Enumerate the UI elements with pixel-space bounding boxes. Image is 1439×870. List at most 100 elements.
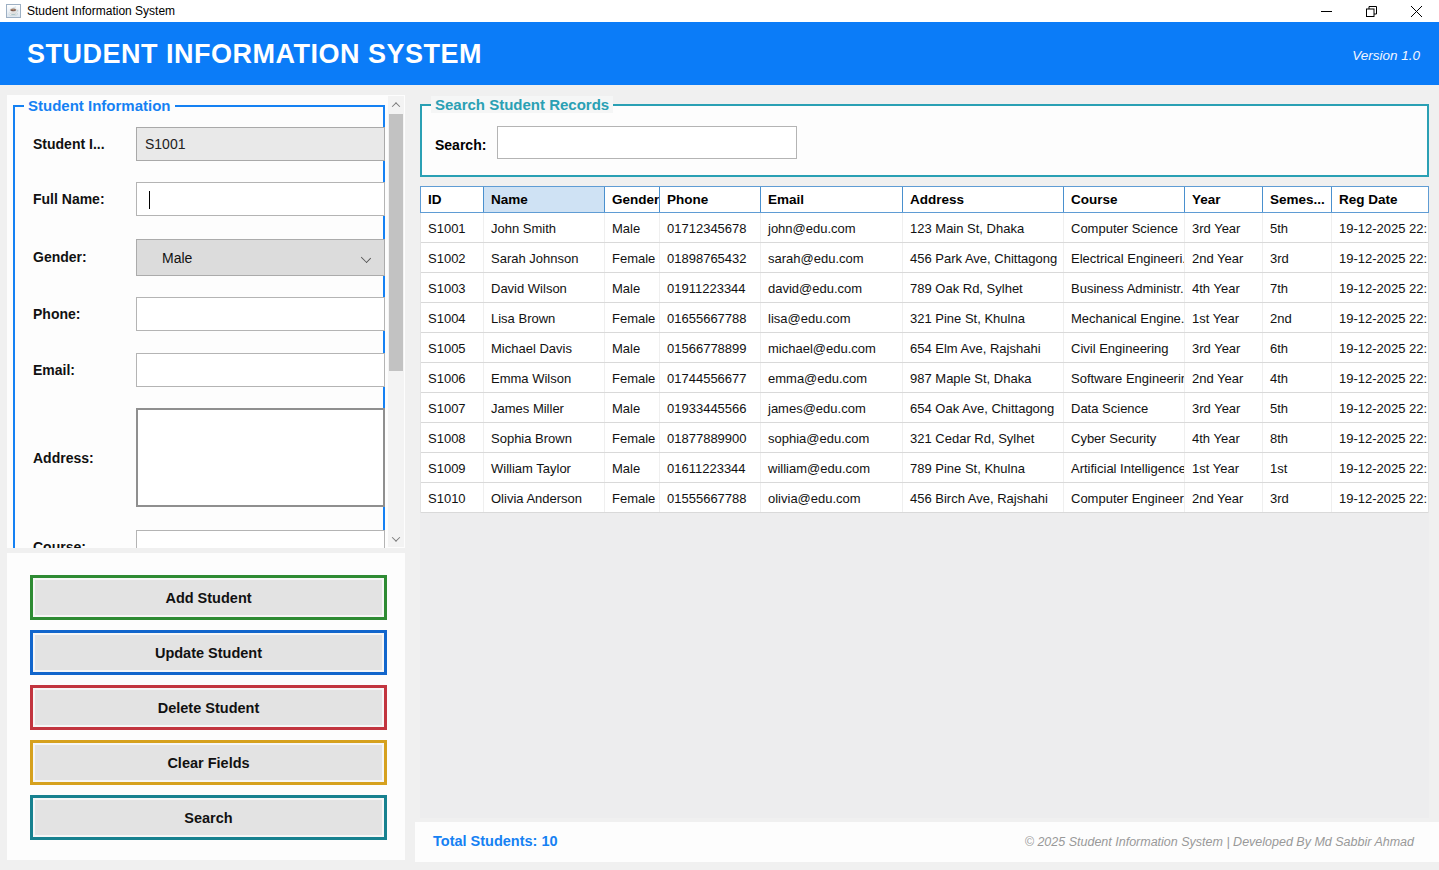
table-cell: 2nd Year [1185,243,1263,272]
table-cell: Electrical Engineeri... [1064,243,1185,272]
table-cell: Male [605,393,660,422]
column-header-id[interactable]: ID [421,187,484,212]
table-cell: 654 Elm Ave, Rajshahi [903,333,1064,362]
search-records-title: Search Student Records [431,96,613,113]
table-cell: 1st Year [1185,453,1263,482]
table-cell: Computer Engineer... [1064,483,1185,512]
column-header-course[interactable]: Course [1064,187,1185,212]
column-header-year[interactable]: Year [1185,187,1263,212]
column-header-semes-[interactable]: Semes... [1263,187,1332,212]
table-cell: 01933445566 [660,393,761,422]
table-row[interactable]: S1001John SmithMale01712345678john@edu.c… [421,213,1428,243]
table-cell: Emma Wilson [484,363,605,392]
table-cell: 2nd Year [1185,363,1263,392]
table-cell: 1st [1263,453,1332,482]
table-cell: Female [605,483,660,512]
course-field[interactable] [136,530,385,548]
table-cell: Male [605,333,660,362]
table-row[interactable]: S1007James MillerMale01933445566james@ed… [421,393,1428,423]
column-header-name[interactable]: Name [484,187,605,212]
email-field[interactable] [136,353,385,387]
table-cell: 01898765432 [660,243,761,272]
scroll-down-button[interactable] [388,530,404,547]
table-row[interactable]: S1010Olivia AndersonFemale01555667788oli… [421,483,1428,513]
full-name-field[interactable] [136,182,385,216]
table-cell: 456 Park Ave, Chittagong [903,243,1064,272]
close-button[interactable] [1394,0,1439,22]
app-title: STUDENT INFORMATION SYSTEM [27,39,482,70]
table-cell: 19-12-2025 22:... [1332,423,1428,452]
table-row[interactable]: S1002Sarah JohnsonFemale01898765432sarah… [421,243,1428,273]
add-student-button[interactable]: Add Student [30,575,387,620]
table-cell: Computer Science [1064,213,1185,242]
gender-combobox[interactable]: Male [136,239,385,276]
table-row[interactable]: S1003David WilsonMale01911223344david@ed… [421,273,1428,303]
table-cell: michael@edu.com [761,333,903,362]
table-cell: S1005 [421,333,484,362]
table-cell: olivia@edu.com [761,483,903,512]
column-header-reg-date[interactable]: Reg Date [1332,187,1428,212]
column-header-email[interactable]: Email [761,187,903,212]
table-row[interactable]: S1009William TaylorMale01611223344willia… [421,453,1428,483]
copyright-label: © 2025 Student Information System | Deve… [1025,835,1414,849]
table-cell: 4th Year [1185,423,1263,452]
table-row[interactable]: S1008Sophia BrownFemale01877889900sophia… [421,423,1428,453]
table-cell: 19-12-2025 22:... [1332,333,1428,362]
column-header-gender[interactable]: Gender [605,187,660,212]
delete-student-button[interactable]: Delete Student [30,685,387,730]
phone-field[interactable] [136,297,385,331]
form-scrollbar[interactable] [388,96,404,547]
table-cell: 01566778899 [660,333,761,362]
table-cell: 01611223344 [660,453,761,482]
update-student-button[interactable]: Update Student [30,630,387,675]
minimize-button[interactable] [1304,0,1349,22]
table-cell: Olivia Anderson [484,483,605,512]
course-label: Course: [33,539,86,548]
table-row[interactable]: S1004Lisa BrownFemale01655667788lisa@edu… [421,303,1428,333]
table-row[interactable]: S1005Michael DavisMale01566778899michael… [421,333,1428,363]
table-cell: 19-12-2025 22:... [1332,453,1428,482]
table-row[interactable]: S1006Emma WilsonFemale01744556677emma@ed… [421,363,1428,393]
scrollbar-thumb[interactable] [389,114,403,371]
search-input[interactable] [497,126,797,159]
search-label: Search: [435,137,486,153]
email-label: Email: [33,362,75,378]
column-header-address[interactable]: Address [903,187,1064,212]
table-cell: S1010 [421,483,484,512]
column-header-phone[interactable]: Phone [660,187,761,212]
student-records-table: IDNameGenderPhoneEmailAddressCourseYearS… [420,186,1429,818]
restore-button[interactable] [1349,0,1394,22]
full-name-label: Full Name: [33,191,105,207]
table-cell: 01712345678 [660,213,761,242]
table-cell: 1st Year [1185,303,1263,332]
table-body: S1001John SmithMale01712345678john@edu.c… [420,213,1429,513]
table-cell: 6th [1263,333,1332,362]
table-cell: John Smith [484,213,605,242]
table-cell: 01911223344 [660,273,761,302]
scroll-up-button[interactable] [388,96,404,113]
table-cell: 789 Oak Rd, Sylhet [903,273,1064,302]
table-cell: 19-12-2025 22:... [1332,213,1428,242]
table-cell: Cyber Security [1064,423,1185,452]
table-cell: Male [605,213,660,242]
table-cell: sophia@edu.com [761,423,903,452]
table-cell: Software Engineering [1064,363,1185,392]
app-header: STUDENT INFORMATION SYSTEM Version 1.0 [0,22,1439,85]
table-cell: 123 Main St, Dhaka [903,213,1064,242]
total-students-label: Total Students: 10 [433,833,558,849]
search-records-panel: Search Student Records Search: [420,104,1429,177]
table-cell: Business Administr... [1064,273,1185,302]
window-titlebar: ☕ Student Information System [0,0,1439,22]
chevron-up-icon [392,102,400,110]
table-cell: 19-12-2025 22:... [1332,483,1428,512]
table-cell: 321 Pine St, Khulna [903,303,1064,332]
student-information-title: Student Information [24,97,175,114]
address-textarea[interactable] [136,408,385,507]
clear-fields-button[interactable]: Clear Fields [30,740,387,785]
table-cell: 19-12-2025 22:... [1332,363,1428,392]
table-cell: 3rd Year [1185,333,1263,362]
table-cell: 7th [1263,273,1332,302]
table-cell: 654 Oak Ave, Chittagong [903,393,1064,422]
search-button[interactable]: Search [30,795,387,840]
table-cell: S1006 [421,363,484,392]
